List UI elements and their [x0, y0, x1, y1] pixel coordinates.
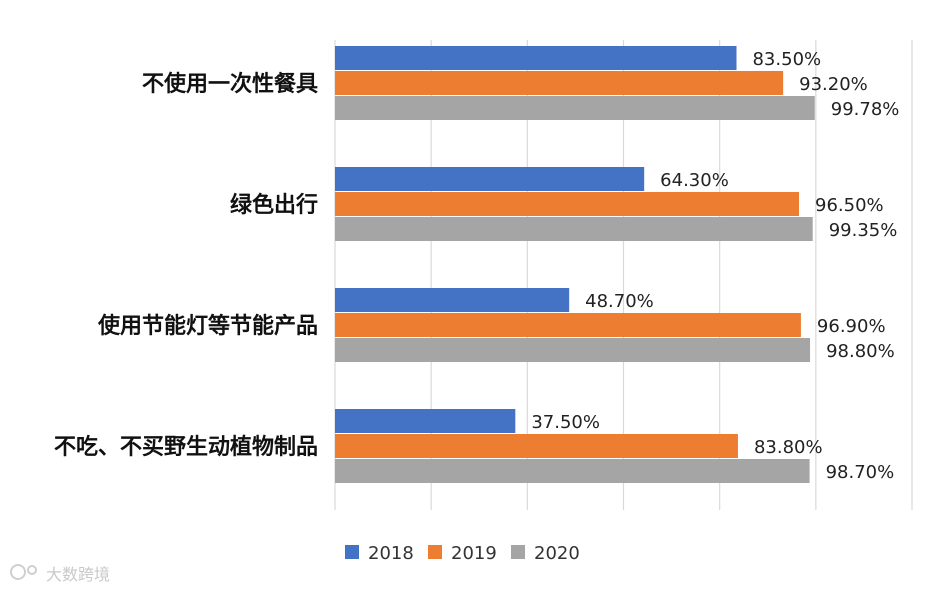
data-label: 83.80%	[754, 437, 823, 458]
legend-swatch-2020	[511, 545, 525, 559]
legend: 2018 2019 2020	[345, 543, 580, 564]
data-label: 99.78%	[831, 99, 900, 120]
bar-2018	[335, 288, 570, 312]
data-label: 48.70%	[585, 291, 654, 312]
bar-2018	[335, 46, 737, 70]
legend-swatch-2019	[428, 545, 442, 559]
data-label: 37.50%	[531, 412, 600, 433]
legend-swatch-2018	[345, 545, 359, 559]
bar-2020	[335, 96, 815, 120]
watermark-logo-icon	[10, 564, 37, 580]
bar-2019	[335, 71, 784, 95]
bars	[335, 46, 815, 483]
data-label: 98.80%	[826, 341, 895, 362]
data-label: 64.30%	[660, 170, 729, 191]
bar-2020	[335, 338, 811, 362]
category-label: 不吃、不买野生动植物制品	[54, 434, 318, 460]
bar-2020	[335, 217, 813, 241]
data-label: 96.50%	[815, 195, 884, 216]
legend-label: 2020	[534, 543, 580, 564]
bar-2019	[335, 313, 801, 337]
data-label: 83.50%	[752, 49, 821, 70]
bar-2019	[335, 434, 738, 458]
bar-2020	[335, 459, 810, 483]
bar-2018	[335, 409, 516, 433]
category-label: 使用节能灯等节能产品	[97, 313, 318, 339]
data-label: 93.20%	[799, 74, 868, 95]
data-label: 99.35%	[829, 220, 898, 241]
category-label: 绿色出行	[230, 192, 318, 218]
bar-2018	[335, 167, 645, 191]
data-label: 98.70%	[826, 462, 895, 483]
legend-label: 2018	[368, 543, 414, 564]
value-labels: 83.50% 93.20% 99.78% 64.30% 96.50% 99.35% 48.7…	[531, 49, 899, 483]
bar-2019	[335, 192, 800, 216]
category-label: 不使用一次性餐具	[142, 71, 318, 97]
data-label: 96.90%	[817, 316, 886, 337]
watermark-text: 大数跨境	[46, 565, 110, 584]
watermark: 大数跨境	[10, 564, 110, 584]
legend-label: 2019	[451, 543, 497, 564]
